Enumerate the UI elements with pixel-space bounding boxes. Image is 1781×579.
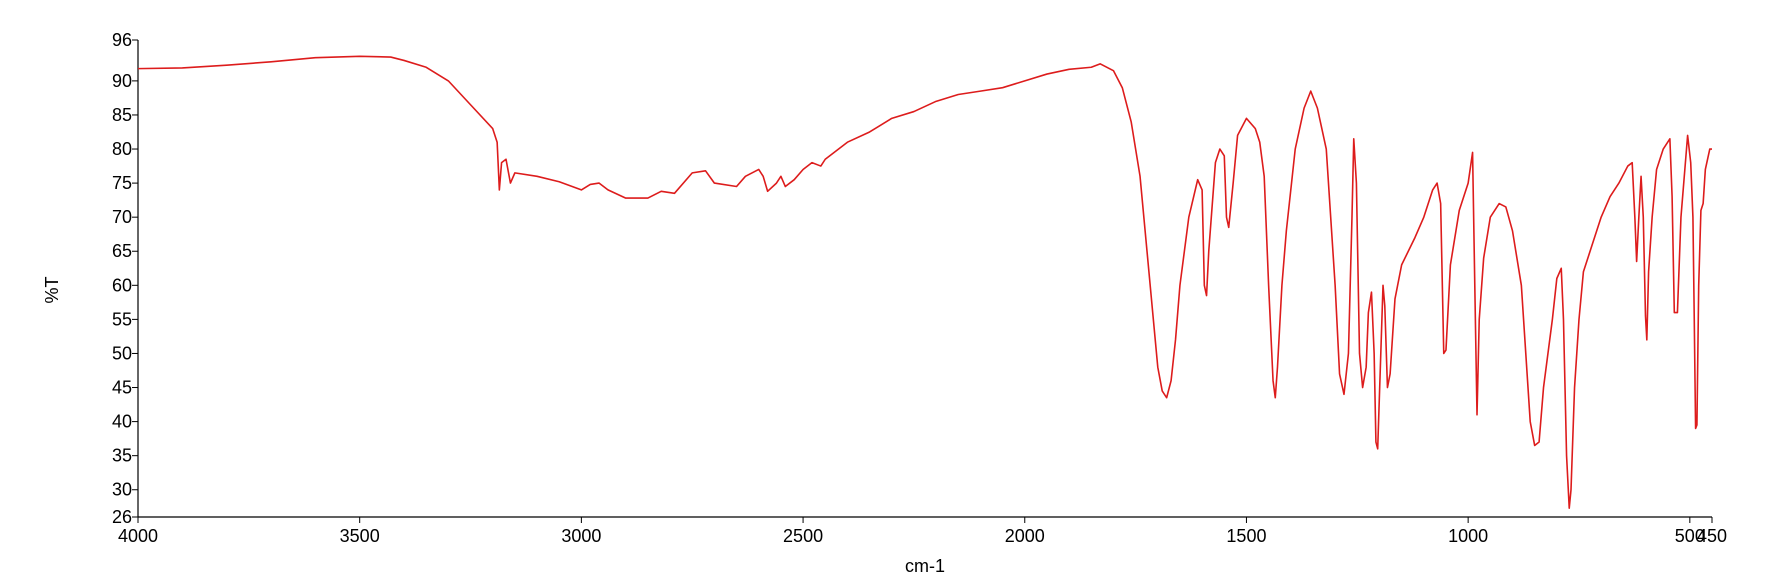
y-axis-label: %T <box>42 276 62 303</box>
y-tick-label: 85 <box>112 105 132 125</box>
x-tick-label: 2500 <box>783 526 823 546</box>
x-tick-label: 2000 <box>1005 526 1045 546</box>
y-tick-label: 80 <box>112 139 132 159</box>
x-axis-label: cm-1 <box>905 556 945 576</box>
x-tick-label: 1500 <box>1226 526 1266 546</box>
spectrum-line <box>137 55 1712 509</box>
x-tick-label: 3000 <box>561 526 601 546</box>
x-tick-label: 1000 <box>1448 526 1488 546</box>
y-tick-label: 55 <box>112 309 132 329</box>
x-tick-label: 4000 <box>118 526 158 546</box>
y-tick-label: 65 <box>112 241 132 261</box>
x-tick-label: 500 <box>1675 526 1705 546</box>
y-tick-label: 40 <box>112 412 132 432</box>
y-tick-label: 35 <box>112 446 132 466</box>
y-tick-label: 96 <box>112 30 132 50</box>
x-tick-label: 3500 <box>340 526 380 546</box>
y-tick-label: 70 <box>112 207 132 227</box>
y-tick-label: 26 <box>112 507 132 527</box>
y-tick-label: 45 <box>112 378 132 398</box>
y-tick-label: 60 <box>112 275 132 295</box>
y-tick-label: 30 <box>112 480 132 500</box>
y-tick-label: 90 <box>112 71 132 91</box>
y-tick-label: 75 <box>112 173 132 193</box>
y-tick-label: 50 <box>112 343 132 363</box>
x-tick-label: 450 <box>1697 526 1727 546</box>
